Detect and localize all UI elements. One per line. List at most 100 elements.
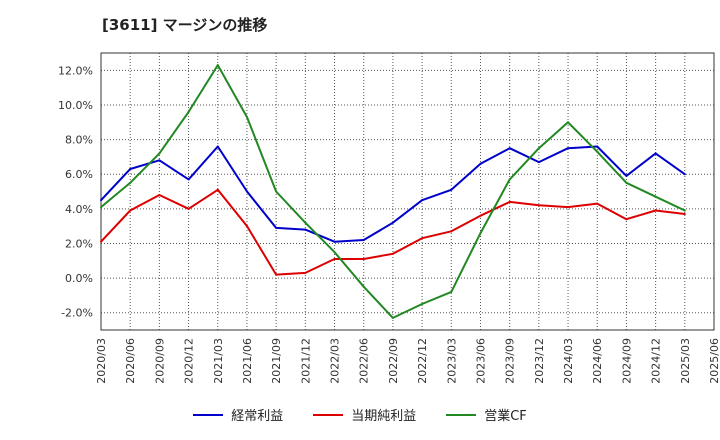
- x-tick-label: 2022/03: [329, 338, 342, 384]
- data-point: [100, 240, 102, 243]
- data-point: [654, 209, 657, 212]
- data-point: [275, 226, 278, 229]
- data-point: [333, 258, 336, 261]
- data-point: [245, 225, 248, 228]
- data-point: [275, 190, 278, 193]
- x-tick-label: 2023/12: [533, 338, 546, 384]
- data-point: [537, 161, 540, 164]
- data-point: [421, 303, 424, 306]
- data-point: [216, 64, 219, 67]
- data-point: [683, 209, 686, 212]
- data-point: [479, 232, 482, 235]
- x-tick-label: 2020/06: [124, 338, 137, 384]
- legend: 経常利益 当期純利益 営業CF: [0, 405, 720, 424]
- data-point: [391, 316, 394, 319]
- data-point: [567, 121, 570, 124]
- tick-labels: -2.0% 0.0% 2.0% 4.0% 6.0% 8.0% 10.0% 12.0% 2020/…: [58, 64, 720, 383]
- data-point: [508, 178, 511, 181]
- chart-title: [3611] マージンの推移: [102, 16, 268, 34]
- x-tick-label: 2023/09: [504, 338, 517, 384]
- x-tick-label: 2025/03: [679, 338, 692, 384]
- data-point: [450, 230, 453, 233]
- data-point: [216, 188, 219, 191]
- data-point: [304, 221, 307, 224]
- y-tick-label: 6.0%: [65, 168, 93, 181]
- legend-item-operating-cf[interactable]: 営業CF: [446, 405, 527, 424]
- legend-label: 経常利益: [231, 409, 284, 424]
- x-tick-label: 2024/03: [562, 338, 575, 384]
- data-point: [304, 271, 307, 274]
- legend-swatch: [313, 413, 344, 416]
- x-tick-label: 2021/12: [299, 338, 312, 384]
- data-point: [129, 209, 132, 212]
- data-point: [625, 218, 628, 221]
- data-point: [158, 159, 161, 162]
- data-point: [683, 213, 686, 216]
- y-tick-label: 0.0%: [65, 272, 93, 285]
- data-point: [304, 228, 307, 231]
- x-tick-label: 2020/03: [95, 338, 108, 384]
- data-point: [654, 195, 657, 198]
- legend-label: 当期純利益: [351, 409, 417, 424]
- legend-label: 営業CF: [484, 409, 527, 424]
- data-point: [537, 147, 540, 150]
- legend-swatch: [193, 413, 224, 416]
- data-point: [625, 181, 628, 184]
- data-point: [391, 221, 394, 224]
- data-point: [596, 150, 599, 153]
- data-point: [333, 251, 336, 254]
- data-point: [187, 207, 190, 210]
- data-point: [537, 204, 540, 207]
- data-point: [391, 252, 394, 255]
- legend-swatch: [446, 413, 477, 416]
- data-point: [245, 190, 248, 193]
- data-point: [187, 110, 190, 113]
- series-line: [100, 188, 685, 276]
- data-point: [479, 162, 482, 165]
- data-point: [450, 290, 453, 293]
- data-point: [187, 178, 190, 181]
- data-point: [596, 202, 599, 205]
- data-point: [158, 193, 161, 196]
- x-tick-label: 2024/06: [591, 338, 604, 384]
- x-tick-label: 2021/06: [241, 338, 254, 384]
- data-point: [479, 214, 482, 217]
- data-point: [362, 258, 365, 261]
- x-tick-label: 2024/09: [620, 338, 633, 384]
- x-tick-label: 2021/09: [270, 338, 283, 384]
- data-point: [100, 199, 102, 202]
- data-point: [275, 273, 278, 276]
- data-point: [421, 199, 424, 202]
- grid-lines: [101, 53, 714, 330]
- plot-frame: [100, 52, 715, 331]
- data-point: [625, 174, 628, 177]
- legend-item-net-profit[interactable]: 当期純利益: [313, 405, 416, 424]
- x-tick-label: 2022/06: [358, 338, 371, 384]
- x-tick-label: 2024/12: [650, 338, 663, 384]
- y-tick-label: 8.0%: [65, 134, 93, 147]
- x-tick-label: 2020/09: [153, 338, 166, 384]
- y-tick-label: 2.0%: [65, 237, 93, 250]
- data-point: [245, 116, 248, 119]
- data-point: [129, 167, 132, 170]
- series-lines: [100, 64, 686, 319]
- x-tick-label: 2022/09: [387, 338, 400, 384]
- data-point: [100, 206, 102, 209]
- data-point: [567, 206, 570, 209]
- data-point: [158, 152, 161, 155]
- y-tick-label: 4.0%: [65, 203, 93, 216]
- legend-item-ordinary-profit[interactable]: 経常利益: [193, 405, 283, 424]
- x-tick-label: 2021/03: [212, 338, 225, 384]
- data-point: [129, 181, 132, 184]
- data-point: [654, 152, 657, 155]
- data-point: [508, 147, 511, 150]
- y-tick-label: -2.0%: [61, 307, 93, 320]
- data-point: [362, 285, 365, 288]
- y-tick-label: 10.0%: [58, 99, 93, 112]
- data-point: [508, 200, 511, 203]
- x-tick-label: 2022/12: [416, 338, 429, 384]
- y-tick-label: 12.0%: [58, 64, 93, 77]
- data-point: [362, 238, 365, 241]
- data-point: [567, 147, 570, 150]
